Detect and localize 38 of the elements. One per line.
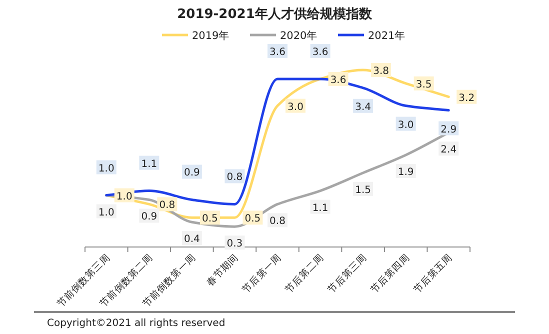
data-label: 1.1: [141, 158, 158, 170]
data-label: 0.8: [226, 172, 243, 184]
data-label: 1.0: [98, 207, 114, 218]
x-tick-label: 节后第四周: [368, 252, 412, 296]
data-label: 0.9: [184, 168, 200, 179]
data-label: 3.5: [416, 79, 432, 90]
data-label: 3.0: [398, 120, 414, 131]
data-label: 2.4: [440, 144, 457, 156]
legend-label: 2020年: [280, 30, 318, 42]
data-label: 3.0: [288, 102, 304, 113]
x-tick-label: 节后第一周: [240, 252, 284, 296]
x-tick-label: 节后第二周: [282, 252, 326, 296]
data-label: 0.3: [226, 238, 243, 250]
data-label: 1.5: [355, 184, 372, 196]
data-label: 1.9: [398, 167, 414, 178]
data-label: 3.6: [270, 46, 286, 58]
data-label: 1.0: [98, 163, 114, 174]
data-label: 0.5: [202, 214, 218, 225]
data-label: 0.4: [184, 234, 200, 246]
data-label: 0.8: [270, 216, 286, 228]
data-label: 3.4: [355, 102, 372, 113]
x-tick-label: 春节期间: [204, 252, 241, 288]
text: Copyright©2021 all rights reserved: [47, 318, 226, 329]
data-label: 0.5: [244, 214, 261, 225]
chart-title: 2019-2021年人才供给规模指数: [177, 7, 373, 22]
data-label: 0.8: [159, 200, 176, 212]
data-label: 1.0: [116, 191, 132, 202]
x-tick-label: 节后第三周: [325, 252, 370, 296]
data-label: 1.1: [312, 202, 328, 214]
data-label: 2.9: [440, 124, 457, 136]
data-label: 3.2: [458, 92, 475, 104]
legend-label: 2019年: [192, 30, 230, 42]
legend-label: 2021年: [368, 30, 406, 42]
data-label: 3.6: [312, 46, 328, 58]
x-tick-label: 节后第五周: [410, 252, 455, 296]
data-label: 3.6: [330, 74, 346, 86]
data-label: 0.9: [141, 212, 158, 223]
data-label: 3.8: [373, 66, 390, 77]
